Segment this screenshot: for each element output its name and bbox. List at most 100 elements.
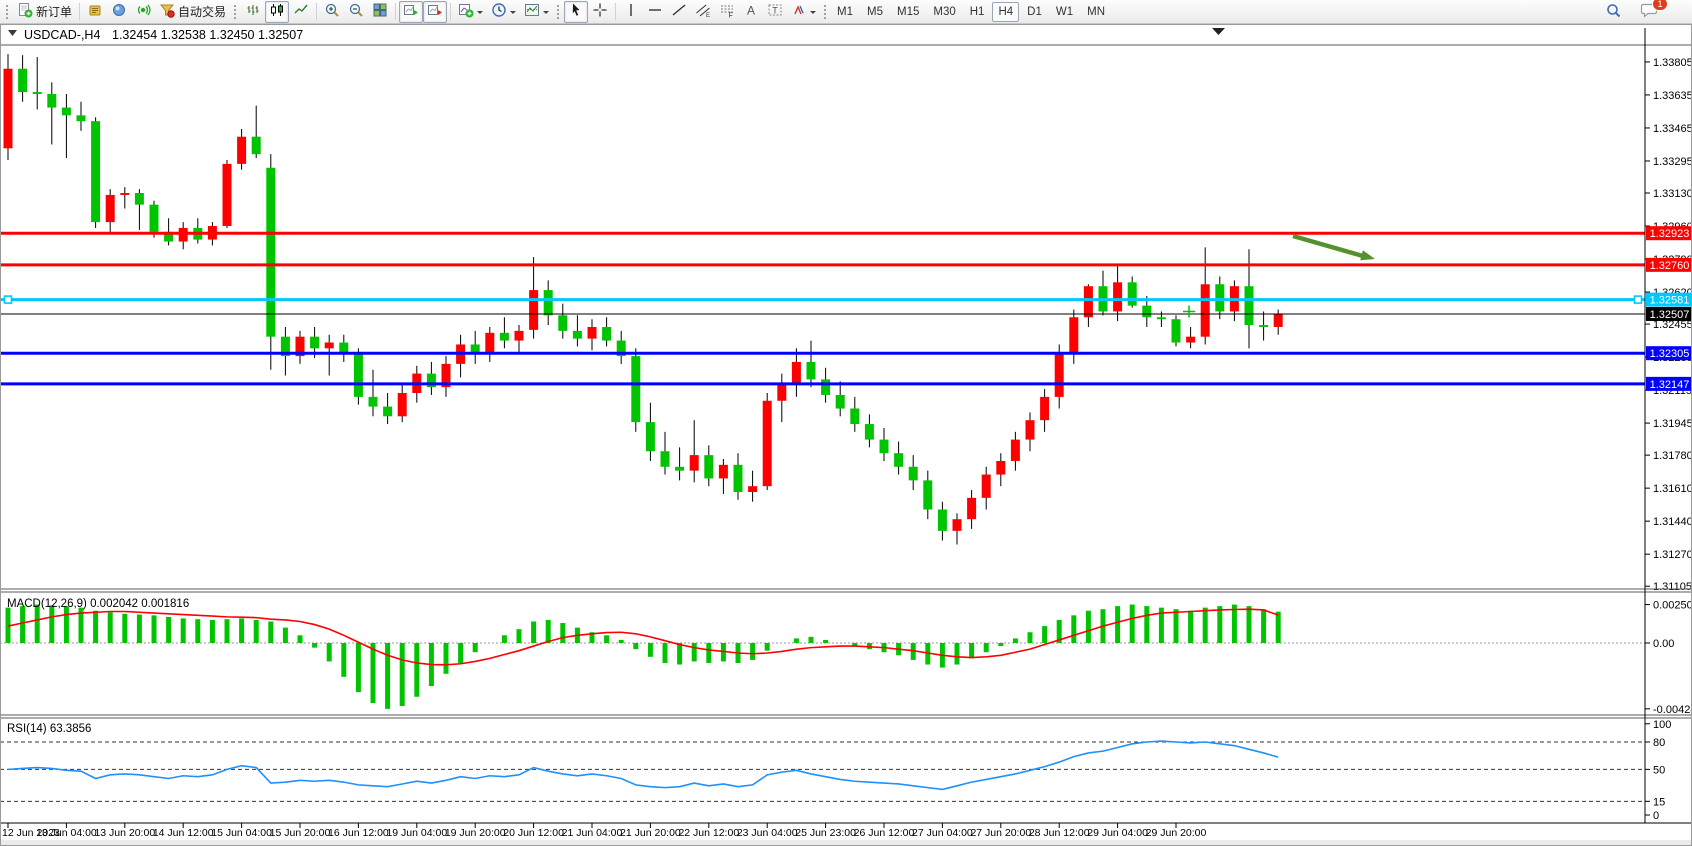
candle-bearish xyxy=(368,396,378,407)
auto-scroll-button[interactable] xyxy=(399,0,424,23)
line-edit-handle[interactable] xyxy=(3,295,13,304)
price-tick-label: 1.31270 xyxy=(1653,549,1692,561)
metaeditor-button[interactable] xyxy=(83,1,107,23)
candle-bearish xyxy=(134,193,144,205)
price-tick-label: 1.33465 xyxy=(1653,123,1692,135)
candle-bearish xyxy=(806,361,816,380)
tab-timeframe-m1[interactable]: M1 xyxy=(837,5,854,18)
price-label-box xyxy=(1646,226,1691,241)
time-axis-label: 29 Jun 04:00 xyxy=(1087,827,1148,839)
trendline-icon xyxy=(671,2,687,21)
candle-bullish xyxy=(397,392,407,417)
autotrading-button[interactable]: 自动交易 xyxy=(155,1,230,23)
notifications-button[interactable]: 1 xyxy=(1636,0,1668,23)
tab-timeframe-w1[interactable]: W1 xyxy=(1055,5,1074,18)
candle-bullish xyxy=(1113,282,1123,312)
tile-windows-button[interactable] xyxy=(368,1,392,23)
candlestick-chart-button[interactable] xyxy=(265,0,290,23)
time-axis-label: 16 Jun 12:00 xyxy=(328,827,389,839)
time-axis-label: 15 Jun 20:00 xyxy=(270,827,331,839)
candle-bullish xyxy=(441,363,451,388)
search-button[interactable] xyxy=(1601,1,1626,23)
toolbar-separator xyxy=(79,3,81,20)
horizontal-line-objects[interactable] xyxy=(0,231,1645,386)
timeframe-group: M1 M5 M15 M30 H1 H4 D1 W1 MN xyxy=(831,1,1111,22)
main-toolbar: 新订单 自动交易 E F A T M1 M5 M15 M30 H1 H4 D1 W1 MN xyxy=(0,0,1692,24)
candle-bearish xyxy=(18,68,28,93)
trend-arrow-head[interactable] xyxy=(1360,250,1375,261)
candle-bearish xyxy=(76,115,86,122)
toolbar-grip[interactable] xyxy=(233,3,239,20)
candle-bearish xyxy=(91,121,101,223)
price-label-box-text: 1.32760 xyxy=(1650,260,1690,272)
notification-badge: 1 xyxy=(1652,0,1668,11)
toolbar-grip[interactable] xyxy=(5,3,10,20)
tab-timeframe-mn[interactable]: MN xyxy=(1087,5,1105,18)
periods-button[interactable] xyxy=(487,1,520,23)
cursor-button[interactable] xyxy=(564,0,589,23)
text-label-button[interactable]: T xyxy=(763,1,787,23)
candle-bearish xyxy=(908,466,918,481)
candle-bullish xyxy=(1186,336,1196,343)
toolbar-separator xyxy=(615,3,617,20)
toolbar-grip[interactable] xyxy=(556,3,562,20)
mql5-community-button[interactable] xyxy=(107,1,131,23)
candle-bearish xyxy=(821,379,831,395)
candle-bearish xyxy=(850,408,860,425)
candle-bearish xyxy=(61,107,71,116)
text-button[interactable]: A xyxy=(739,1,763,23)
line-chart-icon xyxy=(293,2,309,21)
line-edit-handle[interactable] xyxy=(1633,295,1643,304)
rsi-axis-label: 50 xyxy=(1653,764,1665,776)
trend-arrow[interactable] xyxy=(1292,233,1364,259)
candle-bearish xyxy=(1171,319,1181,343)
tab-timeframe-m5[interactable]: M5 xyxy=(867,5,883,18)
toolbar-separator xyxy=(316,3,318,20)
line-chart-button[interactable] xyxy=(289,1,313,23)
indicators-button[interactable] xyxy=(454,1,487,23)
new-order-button[interactable]: 新订单 xyxy=(13,1,76,23)
indicators-caret-icon xyxy=(477,10,484,17)
price-axis-boxes: 1.32923 1.32760 1.32581 1.32507 1.32305 1.321… xyxy=(1646,226,1691,391)
toolbar-grip[interactable] xyxy=(823,3,829,20)
candle-bearish xyxy=(864,424,874,440)
equidistant-channel-button[interactable]: E xyxy=(691,1,715,23)
trendline-button[interactable] xyxy=(667,1,691,23)
price-label-box xyxy=(1646,292,1691,307)
candle-bullish xyxy=(587,326,597,339)
zoom-in-button[interactable] xyxy=(320,1,344,23)
candle-bullish xyxy=(1273,313,1283,327)
text-label-icon: T xyxy=(767,2,783,21)
horizontal-line-button[interactable] xyxy=(643,1,667,23)
candle-bearish xyxy=(645,422,655,452)
price-label-box-text: 1.32581 xyxy=(1650,295,1690,307)
rsi-line xyxy=(7,740,1279,791)
chart-canvas[interactable]: 1.33805 1.33635 1.33465 1.33295 1.33130 1.329… xyxy=(0,24,1692,846)
crosshair-button[interactable] xyxy=(588,1,612,23)
tab-timeframe-d1[interactable]: D1 xyxy=(1027,5,1042,18)
chart-menu-triangle-icon[interactable] xyxy=(8,30,17,36)
tab-timeframe-m30[interactable]: M30 xyxy=(933,5,956,18)
tab-timeframe-h4[interactable]: H4 xyxy=(992,1,1020,22)
candle-bearish xyxy=(704,455,714,479)
chart-shift-marker[interactable] xyxy=(1212,28,1225,35)
time-axis-label: 27 Jun 04:00 xyxy=(912,827,973,839)
time-axis-label: 20 Jun 12:00 xyxy=(503,827,564,839)
candle-bearish xyxy=(602,326,612,341)
chart-shift-button[interactable] xyxy=(423,0,448,23)
candle-bearish xyxy=(383,406,393,417)
rsi-label: RSI(14) 63.3856 xyxy=(7,723,91,735)
signals-button[interactable] xyxy=(131,1,155,23)
candle-bearish xyxy=(1259,325,1269,327)
candle-bullish xyxy=(120,193,130,195)
arrows-button[interactable] xyxy=(787,1,820,23)
bar-chart-button[interactable] xyxy=(241,1,265,23)
zoom-out-button[interactable] xyxy=(344,1,368,23)
vertical-line-button[interactable] xyxy=(619,1,643,23)
tab-timeframe-h1[interactable]: H1 xyxy=(969,5,985,18)
price-label-box xyxy=(1646,376,1691,391)
templates-button[interactable] xyxy=(520,1,553,23)
price-label-box xyxy=(1646,257,1691,272)
tab-timeframe-m15[interactable]: M15 xyxy=(897,5,920,18)
fibonacci-button[interactable]: F xyxy=(715,1,739,23)
